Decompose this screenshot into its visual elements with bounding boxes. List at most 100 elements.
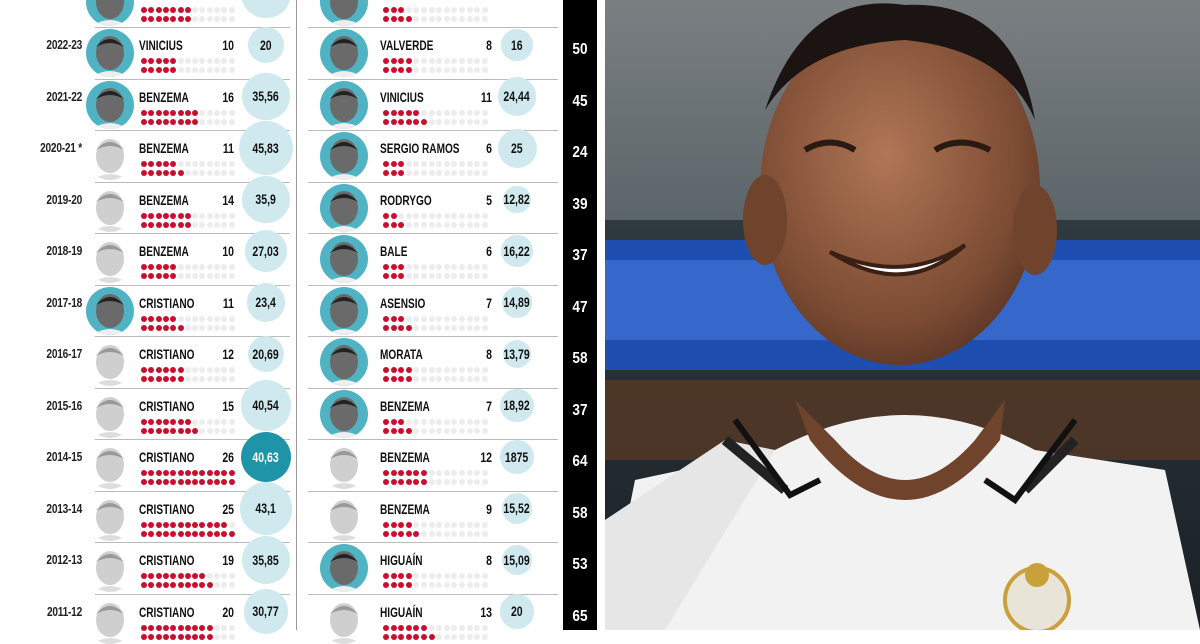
- season-total: 65: [572, 607, 588, 625]
- empty-dot: [428, 170, 435, 176]
- empty-dot: [443, 633, 450, 640]
- goal-dot: [390, 530, 397, 537]
- empty-dot: [413, 15, 420, 22]
- percentage-value: 15,52: [503, 500, 531, 517]
- empty-dot: [481, 15, 488, 22]
- right-player-name: ASENSIO: [380, 294, 426, 311]
- right-player-name: RODRYGO: [380, 191, 432, 208]
- goal-dot: [162, 418, 169, 425]
- left-player-goals: 11: [222, 294, 234, 311]
- player-avatar: [320, 544, 368, 592]
- goal-dot: [148, 376, 155, 382]
- player-avatar: [320, 596, 368, 644]
- empty-dot: [192, 273, 199, 279]
- right-player-goals: 11: [480, 88, 492, 105]
- goal-dot: [155, 264, 162, 270]
- goal-dot: [405, 582, 412, 588]
- percentage-value: 18,92: [503, 397, 531, 414]
- goal-dot: [148, 624, 155, 631]
- percentage-bubble: 24,44: [497, 77, 537, 116]
- empty-dot: [221, 58, 228, 64]
- goal-dot: [206, 479, 213, 485]
- empty-dot: [221, 221, 228, 228]
- percentage-bubble: 20: [248, 27, 284, 63]
- goal-dot: [155, 418, 162, 425]
- goal-dot: [405, 427, 412, 434]
- goal-dot: [141, 530, 147, 537]
- empty-dot: [474, 573, 481, 579]
- empty-dot: [192, 324, 199, 331]
- player-avatar: [320, 183, 368, 232]
- season-total: 39: [572, 195, 588, 213]
- empty-dot: [443, 582, 450, 588]
- empty-dot: [436, 109, 443, 116]
- goal-dot: [405, 633, 412, 640]
- empty-dot: [228, 15, 235, 22]
- season-label: 2015-16: [46, 397, 82, 413]
- empty-dot: [192, 58, 199, 64]
- player-face-icon: [326, 602, 362, 644]
- empty-dot: [221, 582, 228, 588]
- percentage-value: 27,03: [252, 242, 280, 259]
- goal-dot: [141, 170, 147, 176]
- season-label: 2016-17: [46, 346, 82, 361]
- season-total: 37: [572, 247, 588, 264]
- empty-dot: [443, 470, 450, 476]
- goal-dot: [148, 273, 155, 279]
- empty-dot: [421, 573, 427, 579]
- empty-dot: [451, 633, 458, 640]
- goal-dot: [390, 521, 397, 528]
- empty-dot: [451, 264, 458, 270]
- goal-dot: [390, 67, 397, 73]
- goal-dot: [199, 521, 206, 528]
- goal-dot: [398, 170, 405, 176]
- goal-dot: [206, 521, 213, 528]
- goal-dot: [221, 521, 228, 528]
- empty-dot: [214, 582, 220, 588]
- empty-dot: [177, 264, 184, 270]
- goal-dot: [398, 221, 405, 228]
- empty-dot: [192, 15, 199, 22]
- player-face-icon: [92, 139, 128, 180]
- player-face-icon: [326, 448, 362, 489]
- empty-dot: [451, 521, 458, 528]
- percentage-value: 40,54: [252, 397, 280, 414]
- left-player-name: BENZEMA: [139, 243, 189, 259]
- player-avatar: [86, 80, 134, 129]
- goal-dot: [383, 324, 389, 331]
- empty-dot: [405, 315, 412, 322]
- empty-dot: [177, 161, 184, 167]
- empty-dot: [466, 15, 473, 22]
- goal-dot: [383, 170, 389, 176]
- goal-dot: [184, 212, 191, 219]
- goal-dot: [148, 573, 155, 579]
- goal-dot: [162, 15, 169, 22]
- empty-dot: [228, 427, 235, 434]
- empty-dot: [421, 376, 427, 382]
- empty-dot: [405, 161, 412, 167]
- goal-dot: [405, 376, 412, 382]
- empty-dot: [184, 315, 191, 322]
- goal-dot: [390, 427, 397, 434]
- goal-dot: [141, 633, 147, 640]
- player-avatar: [320, 235, 368, 283]
- empty-dot: [451, 530, 458, 537]
- goal-dot: [405, 58, 412, 64]
- goal-dot: [141, 161, 147, 167]
- empty-dot: [466, 58, 473, 64]
- goal-dot: [141, 470, 147, 476]
- goal-dot: [170, 15, 177, 22]
- empty-dot: [481, 118, 488, 125]
- goal-dot: [398, 427, 405, 434]
- row-divider: [95, 542, 290, 543]
- goal-dot: [398, 264, 405, 270]
- empty-dot: [206, 264, 213, 270]
- goal-dot: [177, 521, 184, 528]
- empty-dot: [184, 376, 191, 382]
- goal-dot: [141, 264, 147, 270]
- empty-dot: [466, 624, 473, 631]
- empty-dot: [436, 624, 443, 631]
- empty-dot: [459, 470, 465, 476]
- goal-dot: [184, 633, 191, 640]
- goal-dot: [148, 67, 155, 73]
